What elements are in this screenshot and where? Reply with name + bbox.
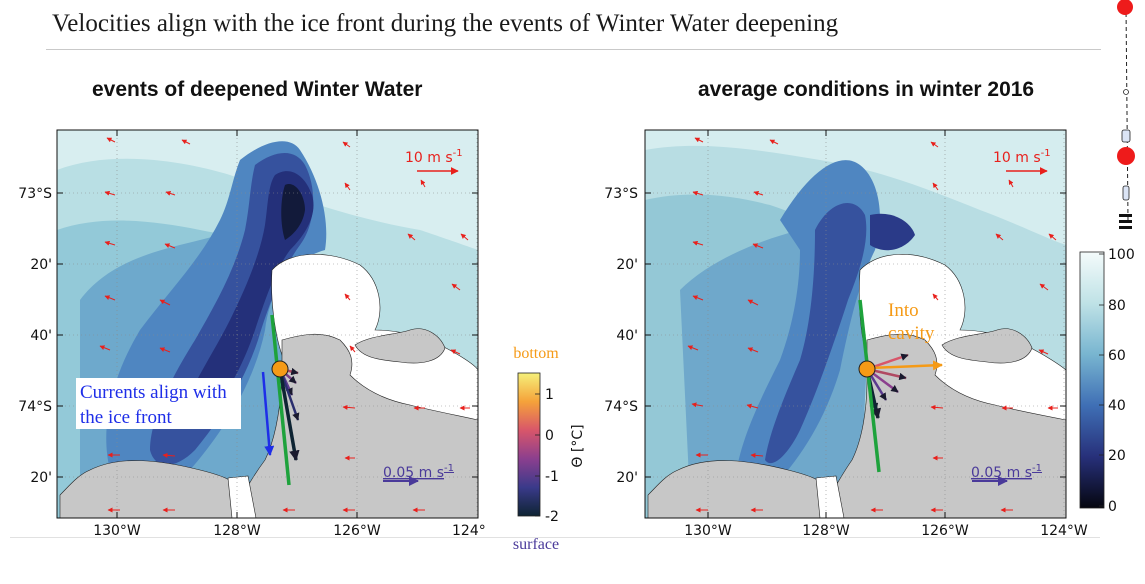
right-wind-scale-label: 10 m s-1 [993, 148, 1051, 166]
right-map-field [645, 130, 1066, 518]
right-lat-label-74s: 74°S [604, 399, 638, 415]
colorbar-bottom-label: surface [513, 536, 559, 553]
left-mooring-marker [271, 360, 289, 378]
temperature-colorbar: bottom 1 0 -1 -2 Θ [°C] surface [513, 345, 586, 553]
right-annotation-line1: Into [888, 300, 919, 321]
left-lat-label-20b: 20' [30, 470, 52, 486]
right-ice-front-line [858, 299, 881, 473]
left-annotation-line1: Currents align with [80, 382, 227, 403]
ice-colorbar-tick-100: 100 [1108, 247, 1135, 263]
ice-colorbar-tick-60: 60 [1108, 348, 1126, 364]
mooring-schematic [1117, 0, 1135, 229]
mooring-float-top [1117, 0, 1133, 15]
right-mooring-marker [858, 360, 876, 378]
right-lon-label-124w: 124°W [1040, 523, 1088, 539]
right-annotation-line2: cavity [888, 323, 935, 344]
colorbar-axis-label: Θ [°C] [570, 424, 586, 467]
right-orange-current-arrow [869, 360, 943, 371]
left-annotation-line2: the ice front [80, 407, 173, 428]
right-map-panel: 73°S 20' 40' 74°S 20' 130°W 128°W 126°W … [604, 129, 1088, 539]
right-lat-label-20b: 20' [616, 470, 638, 486]
ice-colorbar-tick-20: 20 [1108, 448, 1126, 464]
left-panel-heading: events of deepened Winter Water [92, 78, 423, 101]
colorbar-tick-minus2: -2 [545, 509, 559, 525]
temperature-colorbar-bar [517, 372, 541, 517]
left-map-field [57, 130, 478, 518]
left-ice-front-line [270, 314, 291, 486]
colorbar-tick-minus1: -1 [545, 469, 559, 485]
right-lat-label-20a: 20' [616, 257, 638, 273]
mooring-float-middle [1117, 147, 1135, 165]
colorbar-tick-1: 1 [545, 387, 554, 403]
left-lat-label-73s: 73°S [18, 186, 52, 202]
slide-title: Velocities align with the ice front duri… [52, 10, 839, 37]
right-lon-label-130w: 130°W [684, 523, 732, 539]
ice-colorbar-bar [1079, 251, 1105, 509]
left-lon-label-128w: 128°W [213, 523, 261, 539]
right-current-scale-label: 0.05 m s-1 [971, 463, 1042, 481]
right-lat-label-40: 40' [616, 328, 638, 344]
colorbar-top-label: bottom [513, 345, 559, 362]
left-lon-label-124w: 124° [452, 523, 486, 539]
ice-colorbar-tick-80: 80 [1108, 298, 1126, 314]
mooring-anchor [1119, 214, 1132, 229]
mooring-instrument-3 [1122, 185, 1130, 201]
left-blue-current-arrow [261, 371, 275, 456]
right-panel-heading: average conditions in winter 2016 [698, 78, 1035, 101]
left-current-scale-label: 0.05 m s-1 [383, 463, 454, 481]
right-lat-label-73s: 73°S [604, 186, 638, 202]
left-lon-label-130w: 130°W [93, 523, 141, 539]
mooring-instrument-1 [1123, 89, 1129, 95]
mooring-instrument-2 [1121, 129, 1131, 143]
left-lat-label-74s: 74°S [18, 399, 52, 415]
left-annotation-box [76, 378, 241, 429]
left-lon-label-126w: 126°W [333, 523, 381, 539]
left-map-panel: 73°S 20' 40' 74°S 20' 130°W 128°W 126°W … [18, 129, 486, 539]
footer-divider [10, 537, 1100, 538]
left-wind-scale-label: 10 m s-1 [405, 148, 463, 166]
right-lon-label-128w: 128°W [802, 523, 850, 539]
left-lat-label-40: 40' [30, 328, 52, 344]
title-divider [46, 49, 1101, 50]
left-lat-label-20a: 20' [30, 257, 52, 273]
ice-colorbar-tick-40: 40 [1108, 398, 1126, 414]
ice-colorbar: 100 80 60 40 20 0 [1079, 247, 1135, 515]
left-map-frame [56, 129, 479, 519]
right-lon-label-126w: 126°W [921, 523, 969, 539]
colorbar-tick-0: 0 [545, 428, 554, 444]
right-map-frame [644, 129, 1067, 519]
ice-colorbar-tick-0: 0 [1108, 499, 1117, 515]
